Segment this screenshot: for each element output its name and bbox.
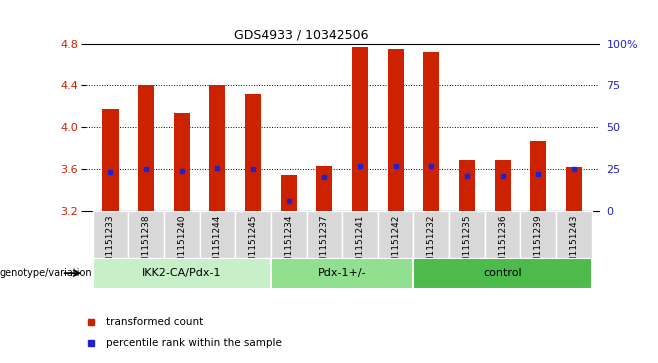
Text: GSM1151233: GSM1151233: [106, 214, 115, 275]
Text: GSM1151238: GSM1151238: [141, 214, 151, 275]
Bar: [423, 52, 440, 211]
Text: GSM1151239: GSM1151239: [534, 214, 543, 275]
Bar: [93, 258, 271, 289]
Bar: [449, 211, 485, 258]
Bar: [103, 109, 118, 211]
Bar: [138, 85, 154, 211]
Bar: [388, 49, 403, 211]
Bar: [93, 211, 128, 258]
Title: GDS4933 / 10342506: GDS4933 / 10342506: [234, 28, 368, 41]
Bar: [495, 160, 511, 211]
Bar: [352, 47, 368, 211]
Bar: [342, 211, 378, 258]
Bar: [485, 211, 520, 258]
Text: GSM1151240: GSM1151240: [177, 214, 186, 275]
Bar: [209, 85, 226, 211]
Bar: [520, 211, 556, 258]
Text: GSM1151237: GSM1151237: [320, 214, 329, 275]
Bar: [128, 211, 164, 258]
Text: genotype/variation: genotype/variation: [0, 268, 93, 278]
Text: IKK2-CA/Pdx-1: IKK2-CA/Pdx-1: [142, 268, 222, 278]
Bar: [307, 211, 342, 258]
Text: GSM1151241: GSM1151241: [355, 214, 365, 275]
Bar: [281, 175, 297, 211]
Bar: [413, 211, 449, 258]
Bar: [459, 160, 475, 211]
Bar: [556, 211, 592, 258]
Text: GSM1151232: GSM1151232: [427, 214, 436, 275]
Bar: [378, 211, 413, 258]
Bar: [236, 211, 271, 258]
Bar: [530, 140, 546, 211]
Bar: [316, 166, 332, 211]
Text: GSM1151234: GSM1151234: [284, 214, 293, 275]
Bar: [271, 211, 307, 258]
Bar: [164, 211, 199, 258]
Text: GSM1151236: GSM1151236: [498, 214, 507, 275]
Text: GSM1151245: GSM1151245: [249, 214, 257, 275]
Text: percentile rank within the sample: percentile rank within the sample: [106, 338, 282, 347]
Text: transformed count: transformed count: [106, 317, 203, 327]
Text: GSM1151243: GSM1151243: [569, 214, 578, 275]
Text: GSM1151244: GSM1151244: [213, 214, 222, 275]
Bar: [199, 211, 236, 258]
Text: GSM1151235: GSM1151235: [463, 214, 471, 275]
Text: GSM1151242: GSM1151242: [391, 214, 400, 275]
Bar: [174, 114, 190, 211]
Bar: [271, 258, 413, 289]
Text: Pdx-1+/-: Pdx-1+/-: [318, 268, 367, 278]
Bar: [566, 167, 582, 211]
Bar: [245, 94, 261, 211]
Text: control: control: [483, 268, 522, 278]
Bar: [413, 258, 592, 289]
